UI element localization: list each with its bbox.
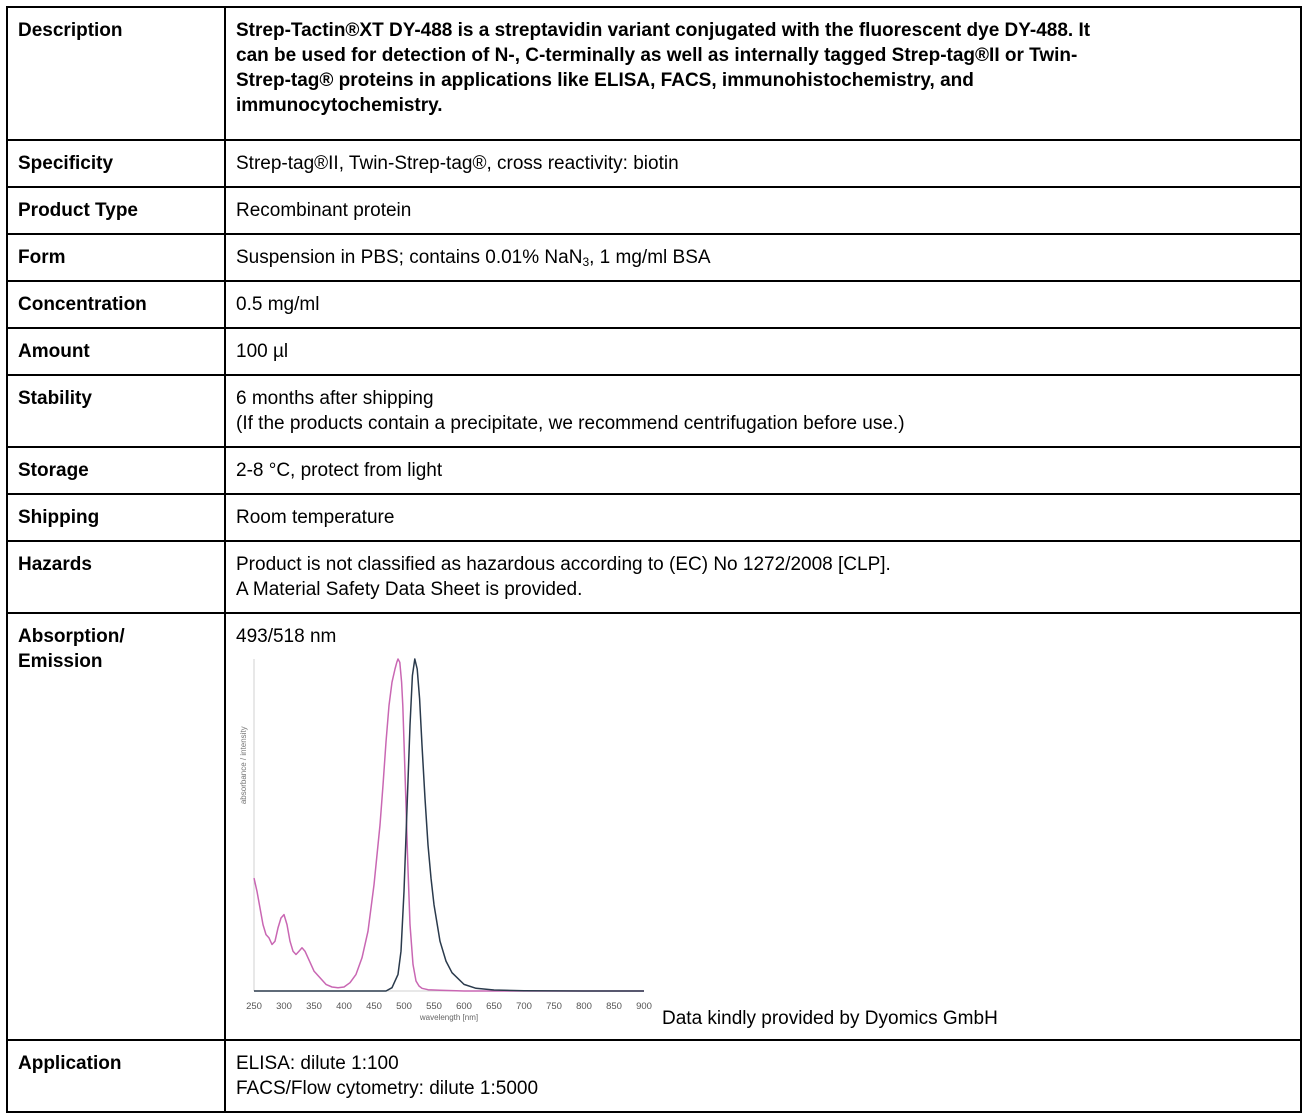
x-tick-label: 700 [516, 1001, 532, 1012]
value-form: Suspension in PBS; contains 0.01% NaN3, … [224, 233, 1302, 282]
label-description: Description [6, 6, 226, 141]
y-axis-label: absorbance / intensity [239, 726, 248, 804]
absorption-emission-value: 493/518 nm [236, 626, 337, 647]
application-line-1: ELISA: dilute 1:100 [236, 1053, 399, 1074]
form-text-end: , 1 mg/ml BSA [589, 247, 711, 268]
x-tick-label: 250 [246, 1001, 262, 1012]
value-hazards: Product is not classified as hazardous a… [224, 540, 1302, 614]
x-tick-label: 500 [396, 1001, 412, 1012]
absorbance-series-line [253, 658, 644, 992]
stability-line-2: (If the products contain a precipitate, … [236, 413, 905, 434]
label-form: Form [6, 233, 226, 282]
description-line-4: immunocytochemistry. [236, 95, 443, 116]
stability-line-1: 6 months after shipping [236, 388, 434, 409]
value-product-type: Recombinant protein [224, 186, 1302, 235]
label-specificity: Specificity [6, 139, 226, 188]
label-stability: Stability [6, 374, 226, 448]
absorption-label-line-2: Emission [18, 651, 103, 672]
absorption-label-line-1: Absorption/ [18, 626, 125, 647]
label-shipping: Shipping [6, 493, 226, 542]
row-form: Form Suspension in PBS; contains 0.01% N… [6, 233, 1302, 282]
value-storage: 2-8 °C, protect from light [224, 446, 1302, 495]
hazards-line-2: A Material Safety Data Sheet is provided… [236, 579, 583, 600]
row-absorption-emission: Absorption/ Emission 493/518 nm 250 300 35… [6, 612, 1302, 1041]
value-shipping: Room temperature [224, 493, 1302, 542]
row-storage: Storage 2-8 °C, protect from light [6, 446, 1302, 495]
row-specificity: Specificity Strep-tag®II, Twin-Strep-tag… [6, 139, 1302, 188]
application-line-2: FACS/Flow cytometry: dilute 1:5000 [236, 1078, 539, 1099]
row-amount: Amount 100 µl [6, 327, 1302, 376]
row-description: Description Strep-Tactin®XT DY-488 is a … [6, 6, 1302, 141]
x-tick-label: 750 [546, 1001, 562, 1012]
x-tick-label: 900 [636, 1001, 652, 1012]
value-description: Strep-Tactin®XT DY-488 is a streptavidin… [224, 6, 1302, 141]
x-tick-label: 550 [426, 1001, 442, 1012]
value-absorption-emission: 493/518 nm 250 300 350 400 450 500 550 600 650 70… [224, 612, 1302, 1041]
x-tick-label: 600 [456, 1001, 472, 1012]
row-shipping: Shipping Room temperature [6, 493, 1302, 542]
description-line-1: Strep-Tactin®XT DY-488 is a streptavidin… [236, 20, 1091, 41]
value-application: ELISA: dilute 1:100 FACS/Flow cytometry:… [224, 1039, 1302, 1113]
x-tick-label: 650 [486, 1001, 502, 1012]
spectrum-chart: 250 300 350 400 450 500 550 600 650 700 750 800 850 9… [239, 658, 652, 1022]
value-amount: 100 µl [224, 327, 1302, 376]
x-tick-label: 850 [606, 1001, 622, 1012]
spectrum-chart-area: 250 300 350 400 450 500 550 600 650 700 750 800 850 9… [236, 651, 1290, 1029]
x-tick-label: 800 [576, 1001, 592, 1012]
label-product-type: Product Type [6, 186, 226, 235]
row-hazards: Hazards Product is not classified as haz… [6, 540, 1302, 614]
row-stability: Stability 6 months after shipping (If th… [6, 374, 1302, 448]
row-product-type: Product Type Recombinant protein [6, 186, 1302, 235]
label-storage: Storage [6, 446, 226, 495]
x-tick-label: 300 [276, 1001, 292, 1012]
description-line-2: can be used for detection of N-, C-termi… [236, 45, 1078, 66]
label-amount: Amount [6, 327, 226, 376]
product-spec-table: Description Strep-Tactin®XT DY-488 is a … [6, 6, 1302, 1113]
chart-credit: Data kindly provided by Dyomics GmbH [662, 1008, 998, 1029]
value-stability: 6 months after shipping (If the products… [224, 374, 1302, 448]
x-tick-label: 400 [336, 1001, 352, 1012]
hazards-line-1: Product is not classified as hazardous a… [236, 554, 891, 575]
x-tick-label: 350 [306, 1001, 322, 1012]
value-concentration: 0.5 mg/ml [224, 280, 1302, 329]
x-tick-label: 450 [366, 1001, 382, 1012]
label-concentration: Concentration [6, 280, 226, 329]
form-text: Suspension in PBS; contains 0.01% NaN [236, 247, 583, 268]
x-axis-label: wavelength [nm] [419, 1013, 478, 1022]
label-absorption-emission: Absorption/ Emission [6, 612, 226, 1041]
row-concentration: Concentration 0.5 mg/ml [6, 280, 1302, 329]
label-hazards: Hazards [6, 540, 226, 614]
emission-series-line [254, 658, 644, 992]
value-specificity: Strep-tag®II, Twin-Strep-tag®, cross rea… [224, 139, 1302, 188]
row-application: Application ELISA: dilute 1:100 FACS/Flo… [6, 1039, 1302, 1113]
form-subscript: 3 [582, 255, 590, 269]
label-application: Application [6, 1039, 226, 1113]
description-line-3: Strep-tag® proteins in applications like… [236, 70, 974, 91]
